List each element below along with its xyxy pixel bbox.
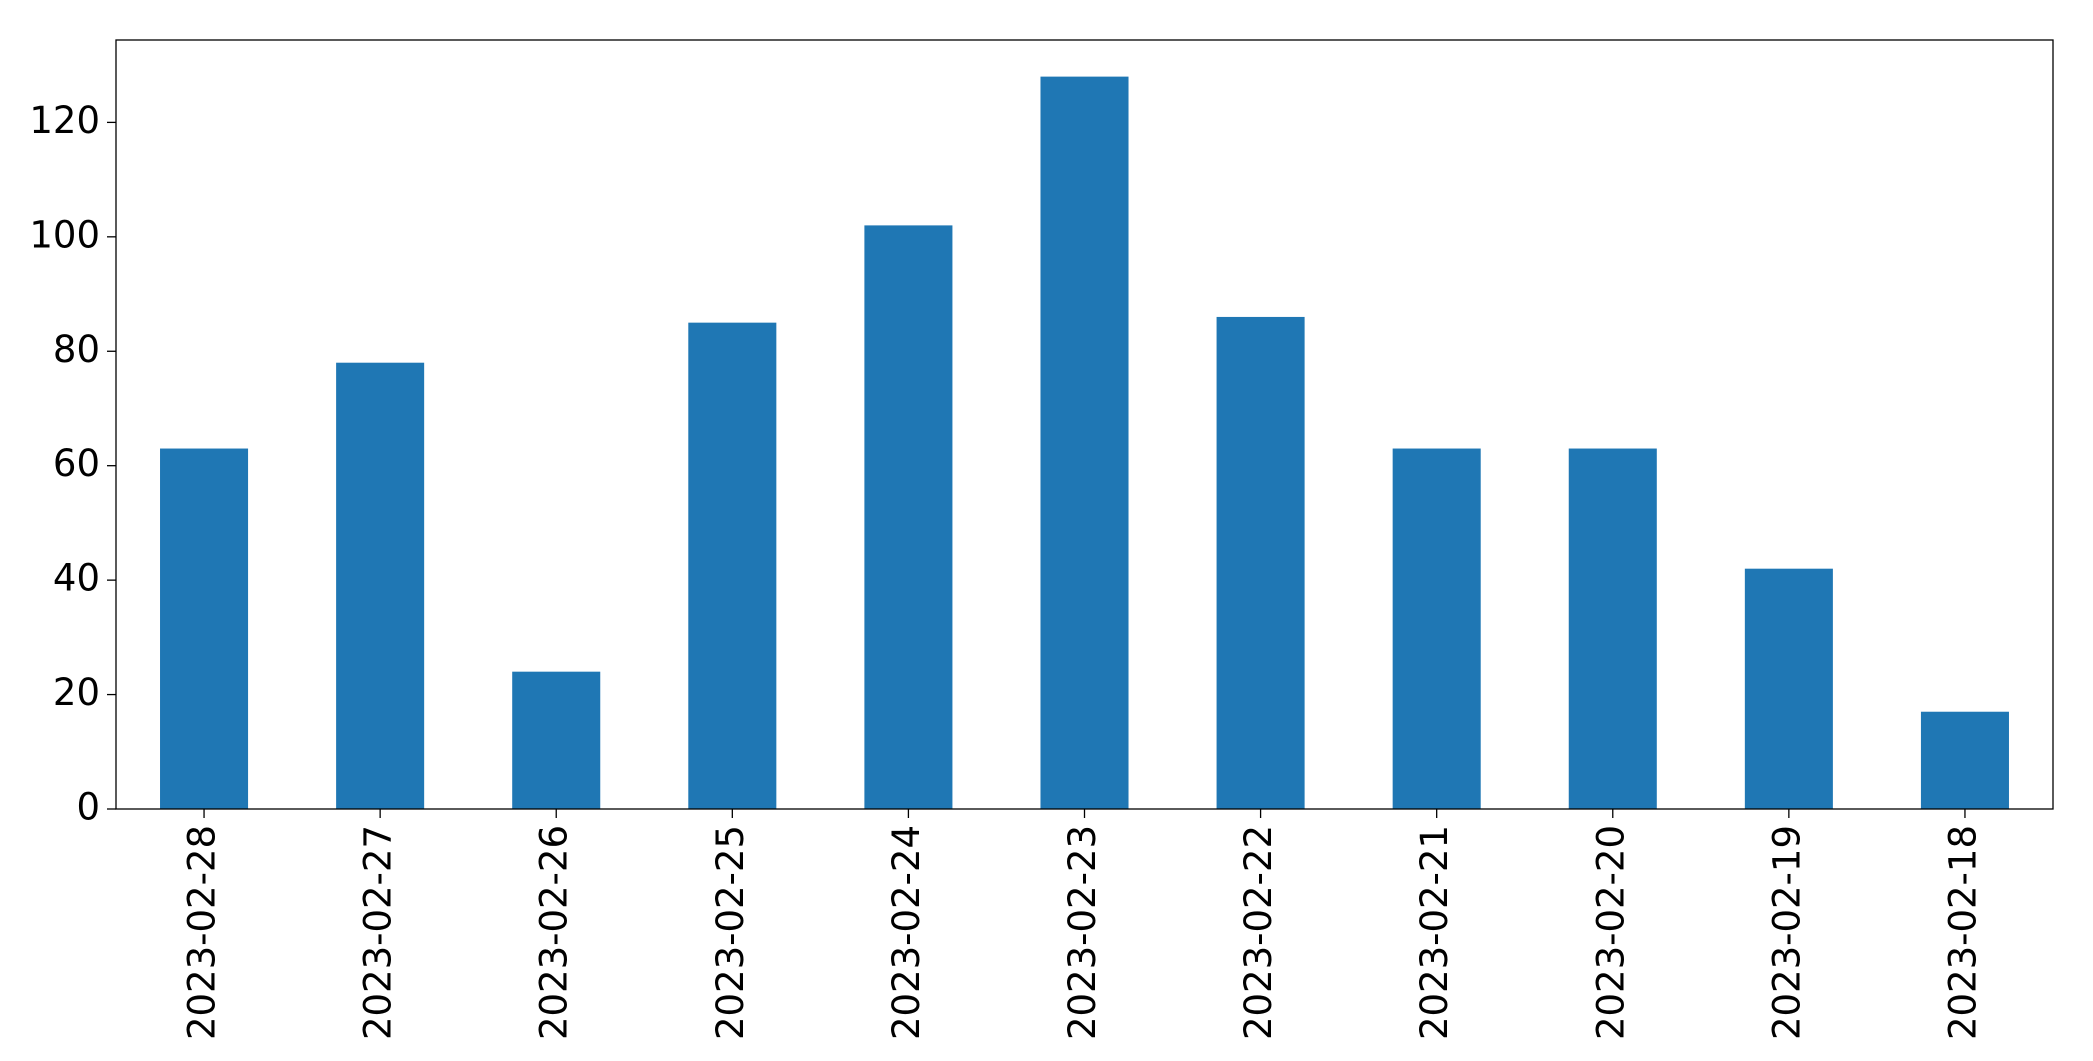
- y-tick-label: 100: [29, 213, 100, 256]
- y-tick-label: 60: [53, 442, 100, 485]
- bar: [160, 448, 249, 809]
- bar: [688, 322, 777, 809]
- bar: [1744, 568, 1833, 809]
- x-tick-label: 2023-02-21: [1413, 825, 1456, 1040]
- bar: [864, 225, 953, 810]
- y-tick-label: 0: [76, 786, 100, 829]
- bar: [336, 362, 425, 809]
- x-tick-label: 2023-02-28: [181, 825, 224, 1040]
- x-tick-label: 2023-02-20: [1589, 825, 1632, 1040]
- bar: [1568, 448, 1657, 809]
- bar: [1216, 316, 1305, 809]
- x-tick-label: 2023-02-26: [533, 825, 576, 1040]
- x-tick-label: 2023-02-18: [1941, 825, 1984, 1040]
- y-tick-label: 120: [29, 99, 100, 142]
- y-tick-label: 20: [53, 671, 100, 714]
- x-tick-label: 2023-02-19: [1765, 825, 1808, 1040]
- x-tick-label: 2023-02-23: [1061, 825, 1104, 1040]
- bar: [512, 671, 601, 809]
- x-tick-label: 2023-02-24: [885, 825, 928, 1040]
- y-tick-label: 40: [53, 557, 100, 600]
- x-tick-label: 2023-02-27: [357, 825, 400, 1040]
- y-tick-label: 80: [53, 328, 100, 371]
- bar: [1040, 76, 1129, 810]
- bar: [1920, 711, 2009, 809]
- axes-frame: [115, 39, 2054, 810]
- x-tick-label: 2023-02-22: [1237, 825, 1280, 1040]
- x-tick-label: 2023-02-25: [709, 825, 752, 1040]
- bar: [1392, 448, 1481, 809]
